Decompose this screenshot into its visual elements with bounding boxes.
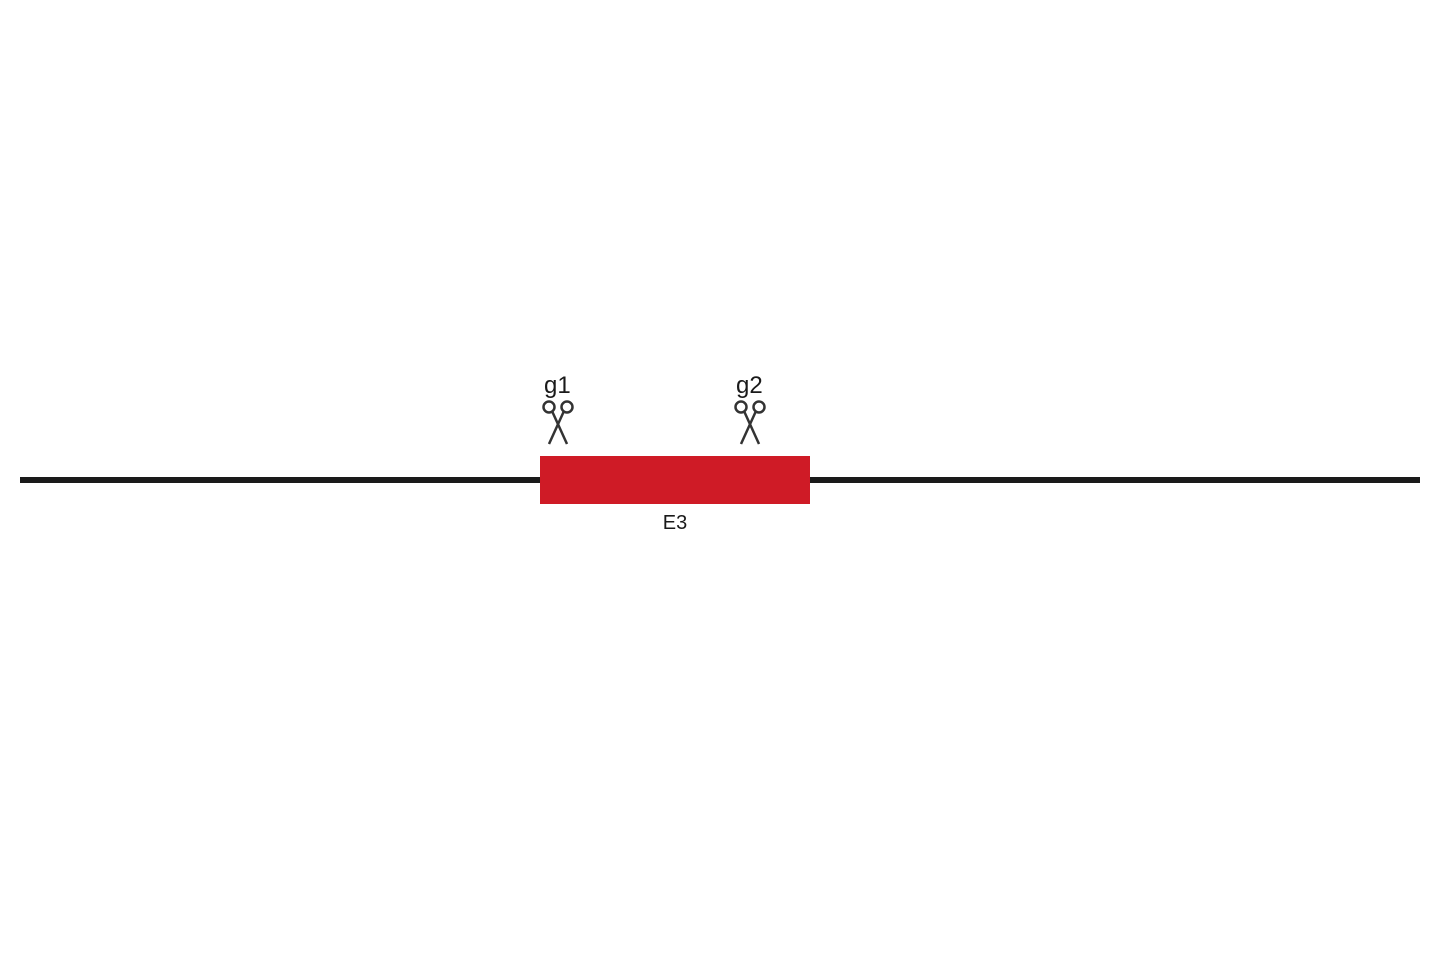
scissor-icon: [734, 400, 766, 448]
guide-label-g1: g1: [544, 372, 571, 400]
guide-label-g2: g2: [736, 372, 763, 400]
gene-line-right: [810, 477, 1420, 483]
exon-label: E3: [540, 512, 810, 535]
gene-line-left: [20, 477, 540, 483]
exon-e3: [540, 456, 810, 504]
scissor-icon: [542, 400, 574, 448]
gene-diagram: E3 g1 g2: [0, 0, 1440, 960]
